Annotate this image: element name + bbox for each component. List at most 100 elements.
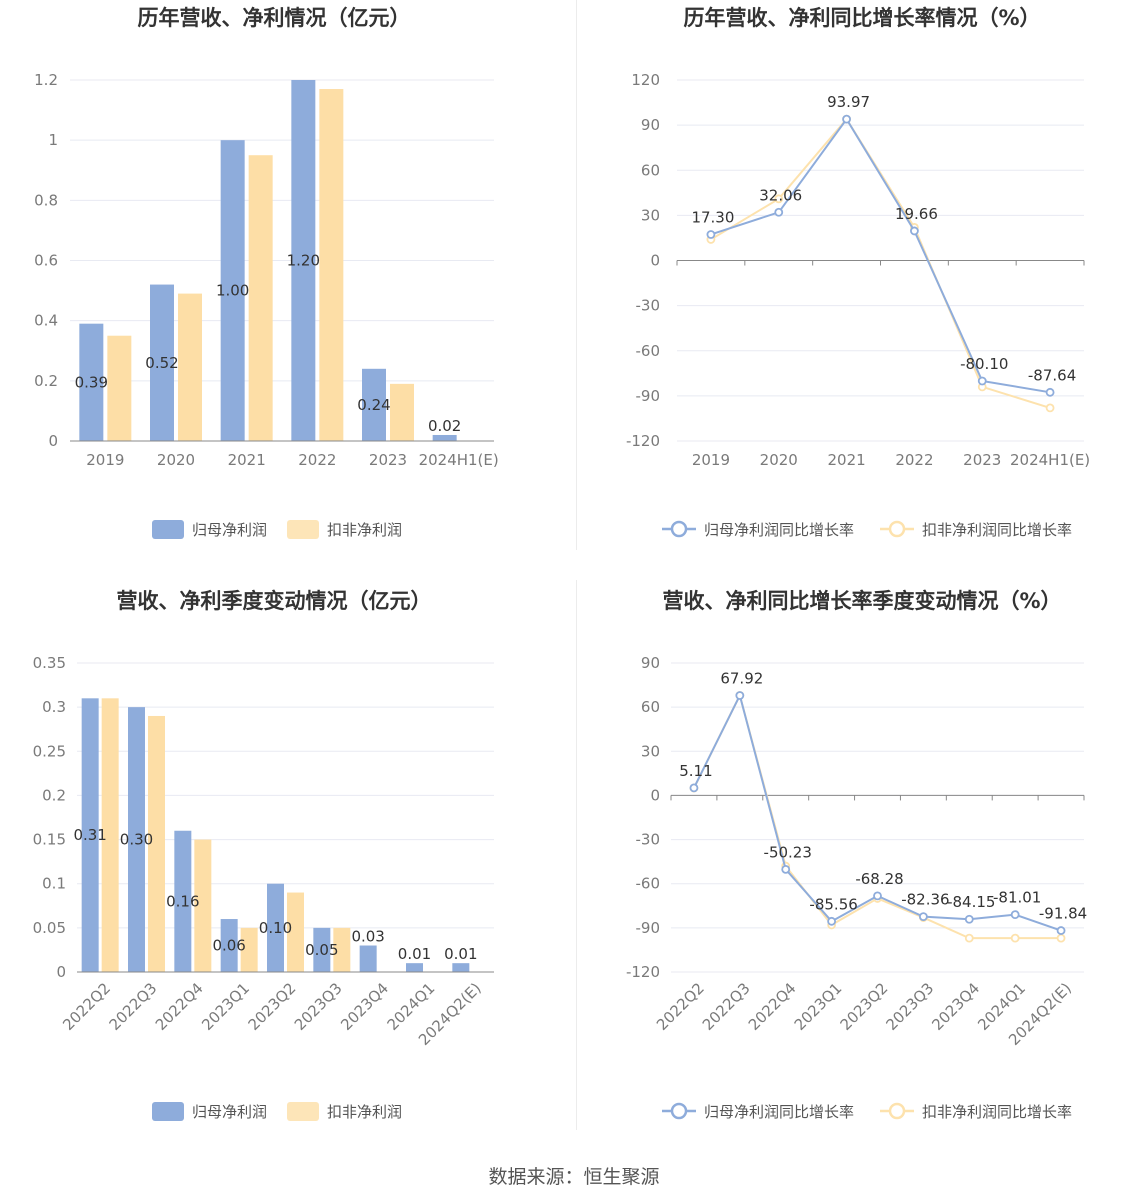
bar-secondary — [248, 155, 273, 442]
x-tick-label: 2023Q3 — [291, 979, 346, 1034]
x-tick-label: 2022 — [298, 451, 336, 469]
y-tick-label: 0 — [56, 963, 66, 981]
x-tick-label: 2022Q4 — [745, 979, 800, 1034]
bar-data-label: 0.06 — [212, 937, 245, 955]
chart-annual-profit: 历年营收、净利情况（亿元） 0 0.2 0.4 0.6 0.8 1 1.2 0.39 0.52 1.… — [34, 6, 499, 539]
x-tick-label: 2022Q3 — [106, 979, 161, 1034]
bar-primary — [81, 698, 99, 972]
data-point-primary — [1056, 926, 1066, 935]
bar-data-label: 0.01 — [444, 945, 477, 963]
bar-primary — [362, 368, 386, 441]
y-tick-label: 0 — [650, 786, 660, 804]
x-tick-label: 2021 — [827, 451, 865, 469]
point-data-label: -81.01 — [993, 889, 1041, 907]
panel-annual-profit: 历年营收、净利情况（亿元） 0 0.2 0.4 0.6 0.8 1 1.2 0.39 0.52 1.… — [0, 0, 574, 580]
x-tick-label: 2022 — [895, 451, 933, 469]
y-tick-label: 30 — [641, 206, 660, 224]
point-data-label: 32.06 — [759, 186, 802, 204]
panel-quarterly-growth: 营收、净利同比增长率季度变动情况（%） 90 60 30 0 -30 -60 -90 -120 5… — [577, 580, 1148, 1160]
point-data-label: -82.36 — [901, 891, 949, 909]
x-tick-label: 2022Q2 — [653, 979, 708, 1034]
x-tick-label: 2023Q3 — [882, 979, 937, 1034]
bar-primary — [313, 927, 331, 972]
legend-marker — [888, 1102, 906, 1120]
bar-secondary — [319, 89, 344, 442]
y-tick-label: 1 — [48, 131, 58, 149]
bar-data-label: 0.02 — [428, 417, 461, 435]
y-tick-label: -30 — [636, 831, 661, 849]
legend-swatch-primary — [152, 1102, 184, 1121]
legend-label: 扣非净利润同比增长率 — [922, 1103, 1072, 1121]
point-data-label: -91.84 — [1039, 905, 1087, 923]
annual_growth-title: 历年营收、净利同比增长率情况（%） — [683, 6, 1040, 30]
y-tick-label: 90 — [641, 654, 660, 672]
bar-primary — [267, 883, 284, 972]
bar-data-label: 0.01 — [398, 945, 431, 963]
data-point-primary — [873, 891, 882, 901]
bar-primary — [220, 140, 245, 441]
legend-label: 扣非净利润 — [327, 521, 402, 539]
data-point-secondary — [1010, 933, 1020, 943]
chart-quarterly-growth: 营收、净利同比增长率季度变动情况（%） 90 60 30 0 -30 -60 -90 -120 5… — [626, 589, 1087, 1121]
bar-data-label: 0.24 — [357, 396, 390, 414]
y-tick-label: 0.1 — [42, 875, 66, 893]
y-tick-label: 30 — [641, 742, 660, 760]
bar-data-label: 0.16 — [166, 892, 199, 910]
data-point-secondary — [774, 194, 784, 204]
bar-secondary — [178, 293, 202, 441]
data-point-primary — [706, 230, 716, 239]
x-tick-label: 2024H1(E) — [1010, 451, 1090, 469]
point-data-label: -50.23 — [764, 843, 812, 861]
panel-divider — [576, 580, 577, 1130]
data-point-primary — [977, 376, 987, 386]
bar-secondary — [148, 715, 165, 972]
y-tick-label: -120 — [626, 963, 660, 981]
bar-data-label: 0.31 — [73, 826, 106, 844]
y-tick-label: -60 — [636, 875, 661, 893]
point-data-label: 5.11 — [679, 762, 712, 780]
bar-data-label: 1.20 — [287, 252, 320, 270]
legend-label: 扣非净利润 — [327, 1103, 402, 1121]
data-point-primary — [964, 914, 974, 924]
y-tick-label: -90 — [636, 387, 661, 405]
bar-primary — [359, 945, 377, 972]
x-tick-label: 2023Q4 — [928, 979, 983, 1034]
bar-data-label: 0.39 — [75, 373, 108, 391]
legend-swatch-primary — [152, 520, 184, 539]
x-tick-label: 2019 — [692, 451, 730, 469]
data-point-secondary — [1056, 933, 1066, 943]
legend-label: 归母净利润同比增长率 — [704, 521, 854, 539]
point-data-label: 93.97 — [827, 93, 870, 111]
point-data-label: 19.66 — [895, 205, 938, 223]
data-point-secondary — [964, 933, 974, 943]
y-tick-label: 60 — [641, 161, 660, 179]
point-data-label: -84.15 — [947, 893, 995, 911]
y-tick-label: 0.25 — [33, 742, 66, 760]
data-point-primary — [735, 691, 745, 700]
bar-primary — [406, 963, 423, 972]
bar-data-label: 0.03 — [351, 928, 384, 946]
panel-divider — [576, 0, 577, 550]
bar-primary — [128, 707, 145, 972]
bar-secondary — [390, 383, 414, 441]
bar-secondary — [240, 927, 258, 972]
bar-data-label: 1.00 — [216, 282, 249, 300]
series-line-primary — [710, 117, 1051, 394]
data-point-primary — [910, 226, 919, 236]
y-tick-label: 0 — [650, 252, 660, 270]
bar-secondary — [107, 335, 132, 441]
bar-secondary — [333, 927, 351, 972]
y-tick-label: 0.15 — [33, 831, 66, 849]
legend-marker — [670, 520, 688, 538]
legend-marker — [670, 1102, 688, 1120]
legend-swatch-secondary — [287, 1102, 319, 1121]
data-point-primary — [774, 207, 784, 217]
bar-primary — [291, 80, 316, 441]
x-tick-label: 2024H1(E) — [419, 451, 499, 469]
y-tick-label: 0.35 — [33, 654, 66, 672]
point-data-label: -85.56 — [809, 895, 857, 913]
y-tick-label: 0.8 — [34, 191, 58, 209]
bar-secondary — [101, 698, 119, 972]
y-tick-label: 60 — [641, 698, 660, 716]
point-data-label: -80.10 — [960, 355, 1008, 373]
